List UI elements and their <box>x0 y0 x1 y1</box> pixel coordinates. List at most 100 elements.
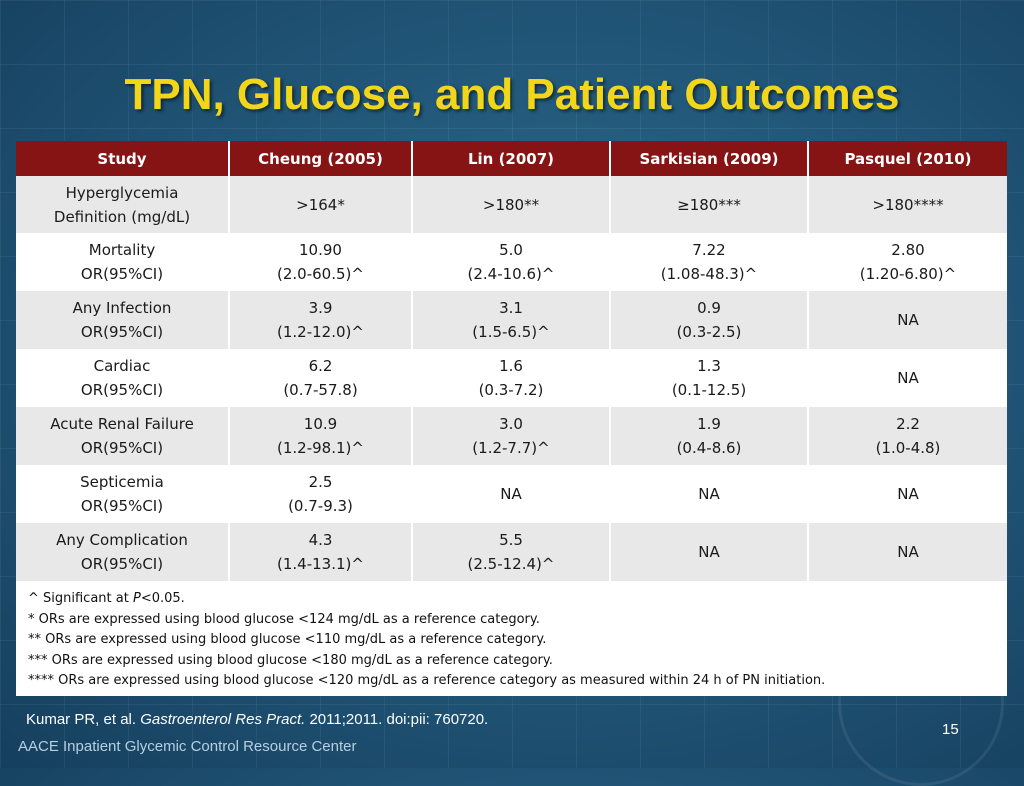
row-label-line: Any Infection <box>72 299 172 317</box>
cell-line: 1.6 <box>499 357 523 375</box>
cell-line: >180**** <box>872 195 944 214</box>
table-row: Any Complication OR(95%CI) 4.3 (1.4-13.1)^ 5… <box>16 523 1007 581</box>
table-cell: >164* <box>229 176 413 233</box>
table-cell: 3.1 (1.5-6.5)^ <box>412 291 611 349</box>
organization-footer: AACE Inpatient Glycemic Control Resource… <box>18 738 357 755</box>
table-cell: 4.3 (1.4-13.1)^ <box>229 523 413 581</box>
row-label: Any Complication OR(95%CI) <box>16 523 230 581</box>
cell-line: NA <box>897 543 919 561</box>
citation: Kumar PR, et al. Gastroenterol Res Pract… <box>26 711 489 728</box>
cell-line: 3.9 <box>308 299 333 317</box>
row-label-line: OR(95%CI) <box>80 439 164 457</box>
row-label-line: Any Complication <box>56 531 188 549</box>
table-cell: 3.9 (1.2-12.0)^ <box>229 291 413 349</box>
outcomes-table: Study Cheung (2005) Lin (2007) Sarkisian… <box>16 141 1007 581</box>
table-cell: 7.22 (1.08-48.3)^ <box>610 233 809 291</box>
table-cell: 10.9 (1.2-98.1)^ <box>229 407 413 465</box>
table-row: Mortality OR(95%CI) 10.90 (2.0-60.5)^ 5.0 (2.… <box>16 233 1007 291</box>
row-label-line: Definition (mg/dL) <box>53 207 191 226</box>
header-pasquel: Pasquel (2010) <box>808 141 1007 176</box>
cell-line: 5.0 <box>499 241 523 259</box>
row-label-line: OR(95%CI) <box>80 497 164 515</box>
cell-line: NA <box>897 369 919 387</box>
cell-line: (1.0-4.8) <box>875 439 941 457</box>
row-label-line: Acute Renal Failure <box>50 415 194 433</box>
cell-line: 7.22 <box>692 241 726 259</box>
table-row: Acute Renal Failure OR(95%CI) 10.9 (1.2-98.… <box>16 407 1007 465</box>
row-label-line: OR(95%CI) <box>80 555 164 573</box>
cell-line: (0.7-57.8) <box>283 381 358 399</box>
cell-line: ≥180*** <box>677 195 741 214</box>
outcomes-table-panel: Study Cheung (2005) Lin (2007) Sarkisian… <box>16 141 1007 696</box>
table-cell: 10.90 (2.0-60.5)^ <box>229 233 413 291</box>
footnotes: ^ Significant at P<0.05. * ORs are expre… <box>16 581 1007 692</box>
row-label-line: Hyperglycemia <box>65 183 179 202</box>
footnote-significance: ^ Significant at P<0.05. <box>28 591 185 606</box>
cell-line: (1.4-13.1)^ <box>277 555 364 573</box>
table-cell: 5.0 (2.4-10.6)^ <box>412 233 611 291</box>
table-cell: NA <box>610 523 809 581</box>
table-cell: NA <box>808 465 1007 523</box>
footnote: * ORs are expressed using blood glucose … <box>28 611 540 627</box>
row-label: Septicemia OR(95%CI) <box>16 465 230 523</box>
cell-line: (1.2-98.1)^ <box>277 439 364 457</box>
table-row: Cardiac OR(95%CI) 6.2 (0.7-57.8) 1.6 (0.3-7.2… <box>16 349 1007 407</box>
cell-line: 10.90 <box>299 241 342 259</box>
row-label-line: OR(95%CI) <box>80 323 164 341</box>
cell-line: (1.2-7.7)^ <box>472 439 550 457</box>
cell-line: (1.20-6.80)^ <box>859 265 957 283</box>
cell-line: (0.1-12.5) <box>671 381 747 399</box>
cell-line: 6.2 <box>308 357 333 375</box>
row-label-line: OR(95%CI) <box>80 265 164 283</box>
cell-line: NA <box>500 485 522 503</box>
table-cell: 5.5 (2.5-12.4)^ <box>412 523 611 581</box>
row-label-line: Mortality <box>88 241 156 259</box>
table-header-row: Study Cheung (2005) Lin (2007) Sarkisian… <box>16 141 1007 176</box>
table-cell: >180**** <box>808 176 1007 233</box>
cell-line: NA <box>897 311 919 329</box>
cell-line: NA <box>698 485 720 503</box>
header-sarkisian: Sarkisian (2009) <box>610 141 809 176</box>
cell-line: (0.7-9.3) <box>288 497 353 515</box>
cell-line: (1.08-48.3)^ <box>660 265 758 283</box>
table-row: Septicemia OR(95%CI) 2.5 (0.7-9.3) NA NA NA <box>16 465 1007 523</box>
table-cell: 3.0 (1.2-7.7)^ <box>412 407 611 465</box>
cell-line: 1.9 <box>697 415 721 433</box>
cell-line: NA <box>897 485 919 503</box>
cell-line: 3.1 <box>499 299 523 317</box>
cell-line: (2.5-12.4)^ <box>467 555 555 573</box>
cell-line: 2.5 <box>308 473 333 491</box>
cell-line: NA <box>698 543 720 561</box>
row-label-line: Cardiac <box>93 357 151 375</box>
table-cell: >180** <box>412 176 611 233</box>
cell-line: >164* <box>296 195 345 214</box>
row-label-line: OR(95%CI) <box>80 381 164 399</box>
cell-line: 3.0 <box>499 415 523 433</box>
table-cell: NA <box>610 465 809 523</box>
header-cheung: Cheung (2005) <box>229 141 413 176</box>
table-body: Hyperglycemia Definition (mg/dL) >164* >180… <box>16 176 1007 581</box>
cell-line: (1.2-12.0)^ <box>277 323 364 341</box>
cell-line: 2.2 <box>896 415 920 433</box>
row-label-line: Septicemia <box>80 473 164 491</box>
page-number: 15 <box>942 721 959 738</box>
slide-title: TPN, Glucose, and Patient Outcomes <box>124 70 900 119</box>
table-row: Hyperglycemia Definition (mg/dL) >164* >180… <box>16 176 1007 233</box>
row-label: Cardiac OR(95%CI) <box>16 349 230 407</box>
footnote: ** ORs are expressed using blood glucose… <box>28 632 547 648</box>
footnote: *** ORs are expressed using blood glucos… <box>28 652 553 668</box>
table-cell: 2.5 (0.7-9.3) <box>229 465 413 523</box>
header-study: Study <box>16 141 230 176</box>
table-row: Any Infection OR(95%CI) 3.9 (1.2-12.0)^ 3.1 (… <box>16 291 1007 349</box>
cell-line: (0.3-2.5) <box>676 323 742 341</box>
table-cell: 2.80 (1.20-6.80)^ <box>808 233 1007 291</box>
table-cell: 1.6 (0.3-7.2) <box>412 349 611 407</box>
row-label: Hyperglycemia Definition (mg/dL) <box>16 176 230 233</box>
cell-line: (1.5-6.5)^ <box>472 323 550 341</box>
table-cell: NA <box>412 465 611 523</box>
cell-line: 4.3 <box>308 531 333 549</box>
table-cell: 2.2 (1.0-4.8) <box>808 407 1007 465</box>
row-label: Mortality OR(95%CI) <box>16 233 230 291</box>
cell-line: 10.9 <box>303 415 338 433</box>
table-cell: NA <box>808 523 1007 581</box>
